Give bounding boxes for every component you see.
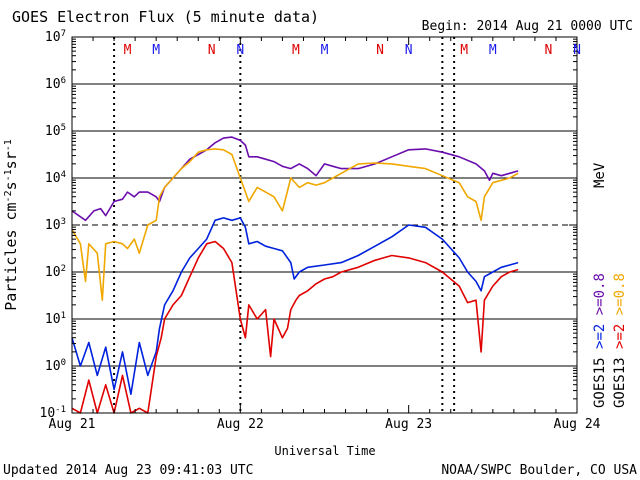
y-tick-label: 101 (45, 311, 66, 327)
chart-title: GOES Electron Flux (5 minute data) (12, 8, 319, 26)
y-tick-label: 105 (45, 123, 66, 139)
legend-entry: GOES15 >=2 >=0.8 (592, 273, 608, 408)
y-tick-label: 10-1 (40, 405, 67, 421)
credit-text: NOAA/SWPC Boulder, CO USA (441, 463, 637, 478)
legend-satellite: GOES15 (592, 349, 608, 408)
local-time-marker: M (292, 43, 300, 58)
local-time-marker: N (405, 43, 413, 58)
grid-layer (72, 37, 577, 413)
local-time-marker: N (236, 43, 244, 58)
y-tick-label: 107 (45, 29, 66, 45)
local-time-marker: M (321, 43, 329, 58)
legend-threshold-2: >=2 (592, 315, 608, 349)
x-tick-label: Aug 24 (554, 417, 601, 432)
local-time-marker: M (124, 43, 132, 58)
legend-threshold-08: >=0.8 (592, 273, 608, 315)
legend-entry: GOES13 >=2 >=0.8 (612, 273, 628, 408)
series-layer (71, 136, 519, 414)
y-tick-label: 106 (45, 76, 66, 92)
local-time-marker: N (208, 43, 216, 58)
local-time-marker: N (573, 43, 581, 58)
updated-timestamp: Updated 2014 Aug 23 09:41:03 UTC (3, 463, 253, 478)
local-time-marker: M (152, 43, 160, 58)
legend-threshold-08: >=0.8 (612, 273, 628, 315)
legend-satellite: GOES13 (612, 349, 628, 408)
x-axis-label: Universal Time (274, 444, 375, 458)
y-tick-label: 104 (45, 170, 66, 186)
series-line-2 (71, 217, 519, 396)
local-time-marker: M (460, 43, 468, 58)
legend-threshold-2: >=2 (612, 315, 628, 349)
local-time-marker: M (489, 43, 497, 58)
y-axis-label: Particles cm-2s-1sr-1 (2, 139, 20, 311)
y-tick-label: 102 (45, 264, 66, 280)
y-tick-label: 100 (45, 358, 66, 374)
local-time-marker: N (544, 43, 552, 58)
local-time-marker: N (376, 43, 384, 58)
series-line-3 (71, 240, 519, 414)
x-tick-label: Aug 21 (49, 417, 96, 432)
begin-date: Begin: 2014 Aug 21 0000 UTC (422, 19, 633, 34)
x-tick-label: Aug 22 (217, 417, 264, 432)
legend-unit: MeV (592, 162, 608, 188)
y-tick-label: 103 (45, 217, 66, 233)
series-line-1 (71, 148, 519, 302)
tick-layer: 10-1 100 101 102 103 104 105 106 107 Aug 21 Aug 22… (40, 29, 601, 432)
x-tick-label: Aug 23 (385, 417, 432, 432)
series-line-0 (71, 136, 519, 222)
